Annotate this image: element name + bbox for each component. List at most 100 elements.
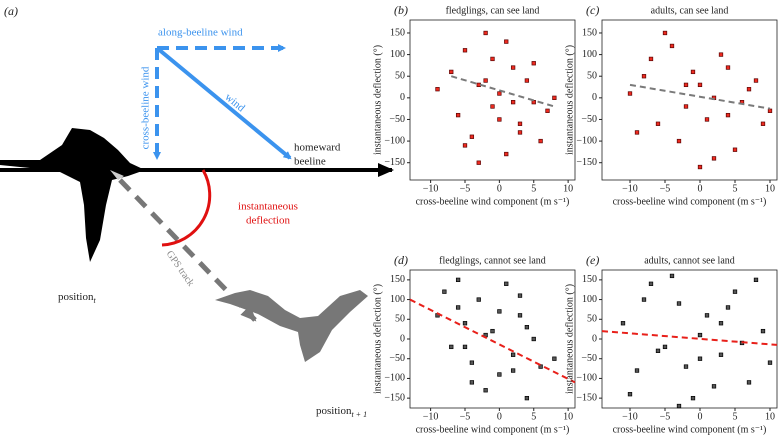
deflection-label: instantaneous bbox=[238, 201, 298, 213]
point bbox=[504, 281, 509, 286]
point bbox=[718, 52, 724, 57]
point bbox=[690, 395, 696, 401]
point bbox=[725, 305, 731, 310]
deflection-label: deflection bbox=[246, 215, 290, 227]
point bbox=[510, 100, 516, 105]
point bbox=[483, 388, 488, 393]
point bbox=[697, 82, 703, 88]
x-tick-label: 0 bbox=[698, 183, 703, 194]
y-tick-label: −150 bbox=[576, 157, 597, 168]
point bbox=[746, 87, 752, 92]
point bbox=[455, 277, 461, 283]
point bbox=[655, 348, 661, 353]
point bbox=[455, 112, 461, 118]
y-tick-label: −50 bbox=[581, 353, 597, 364]
point bbox=[641, 74, 647, 79]
y-tick-label: −100 bbox=[384, 373, 405, 384]
position-label: positiont + 1 bbox=[316, 405, 367, 419]
plot-frame bbox=[601, 19, 778, 181]
point bbox=[725, 65, 731, 70]
y-tick-label: 100 bbox=[582, 294, 597, 305]
trend-line bbox=[450, 75, 555, 108]
plot-frame bbox=[409, 269, 576, 409]
y-tick-label: 100 bbox=[582, 49, 597, 60]
y-tick-label: 50 bbox=[395, 71, 405, 82]
point bbox=[497, 309, 502, 314]
y-tick-label: 0 bbox=[400, 92, 405, 103]
y-tick-label: 50 bbox=[587, 314, 597, 325]
y-tick-label: 100 bbox=[390, 294, 405, 305]
point bbox=[510, 368, 516, 373]
position-text: position bbox=[316, 405, 352, 417]
point bbox=[662, 30, 668, 36]
point bbox=[662, 344, 668, 350]
x-tick-label: 10 bbox=[563, 183, 573, 194]
point bbox=[435, 87, 440, 92]
point bbox=[753, 277, 759, 283]
point bbox=[531, 61, 536, 66]
y-axis-label: instantaneous deflection (°) bbox=[372, 45, 383, 155]
point bbox=[476, 297, 481, 302]
point bbox=[497, 91, 502, 96]
point bbox=[490, 56, 495, 62]
y-tick-label: −50 bbox=[389, 353, 405, 364]
y-tick-label: 150 bbox=[582, 274, 597, 285]
plot-frame bbox=[409, 19, 576, 181]
x-tick-label: −10 bbox=[423, 411, 439, 422]
point bbox=[517, 313, 523, 318]
x-axis-label: cross-beeline wind component (m s⁻¹) bbox=[613, 424, 767, 435]
point bbox=[641, 297, 647, 302]
point bbox=[760, 121, 766, 126]
y-axis-label: instantaneous deflection (°) bbox=[372, 284, 383, 394]
plot-frame bbox=[601, 269, 778, 409]
position-sub: t bbox=[93, 296, 96, 305]
x-tick-label: 0 bbox=[497, 183, 502, 194]
trend-line bbox=[601, 330, 778, 346]
point bbox=[634, 130, 640, 135]
y-tick-label: 100 bbox=[390, 49, 405, 60]
x-axis-label: cross-beeline wind component (m s⁻¹) bbox=[613, 196, 767, 207]
chart-title: adults, can see land bbox=[651, 5, 729, 16]
point bbox=[497, 117, 502, 122]
trend-line bbox=[629, 83, 771, 110]
point bbox=[483, 30, 488, 36]
point bbox=[510, 352, 516, 357]
point bbox=[449, 69, 454, 75]
point bbox=[676, 403, 682, 409]
point bbox=[732, 147, 738, 152]
point bbox=[676, 301, 682, 306]
point bbox=[634, 368, 640, 373]
point bbox=[442, 289, 447, 294]
x-tick-label: −10 bbox=[622, 183, 638, 194]
point bbox=[483, 78, 488, 83]
y-tick-label: 50 bbox=[587, 71, 597, 82]
panel-label: (b) bbox=[394, 3, 408, 17]
point bbox=[490, 328, 495, 334]
point bbox=[545, 108, 550, 113]
point bbox=[655, 121, 661, 126]
x-axis-label: cross-beeline wind component (m s⁻¹) bbox=[416, 424, 570, 435]
x-axis-label: cross-beeline wind component (m s⁻¹) bbox=[416, 196, 570, 207]
y-tick-label: 0 bbox=[592, 92, 597, 103]
x-tick-label: 5 bbox=[531, 183, 536, 194]
bird-t bbox=[0, 128, 145, 262]
panel-label: (a) bbox=[4, 4, 18, 18]
x-tick-label: 5 bbox=[733, 183, 738, 194]
point bbox=[490, 104, 495, 109]
point bbox=[469, 360, 475, 365]
point bbox=[718, 321, 724, 326]
y-axis-label: instantaneous deflection (°) bbox=[564, 284, 575, 394]
y-tick-label: 50 bbox=[395, 314, 405, 325]
x-tick-label: −5 bbox=[460, 183, 471, 194]
point bbox=[683, 104, 689, 109]
point bbox=[462, 48, 468, 53]
point bbox=[476, 160, 481, 165]
y-axis-label: instantaneous deflection (°) bbox=[564, 45, 575, 155]
point bbox=[504, 151, 509, 157]
bird-t-mark bbox=[110, 170, 124, 180]
panel-label: (c) bbox=[586, 3, 599, 17]
x-tick-label: −5 bbox=[460, 411, 471, 422]
point bbox=[469, 134, 475, 139]
along-label: along-beeline wind bbox=[158, 27, 243, 39]
